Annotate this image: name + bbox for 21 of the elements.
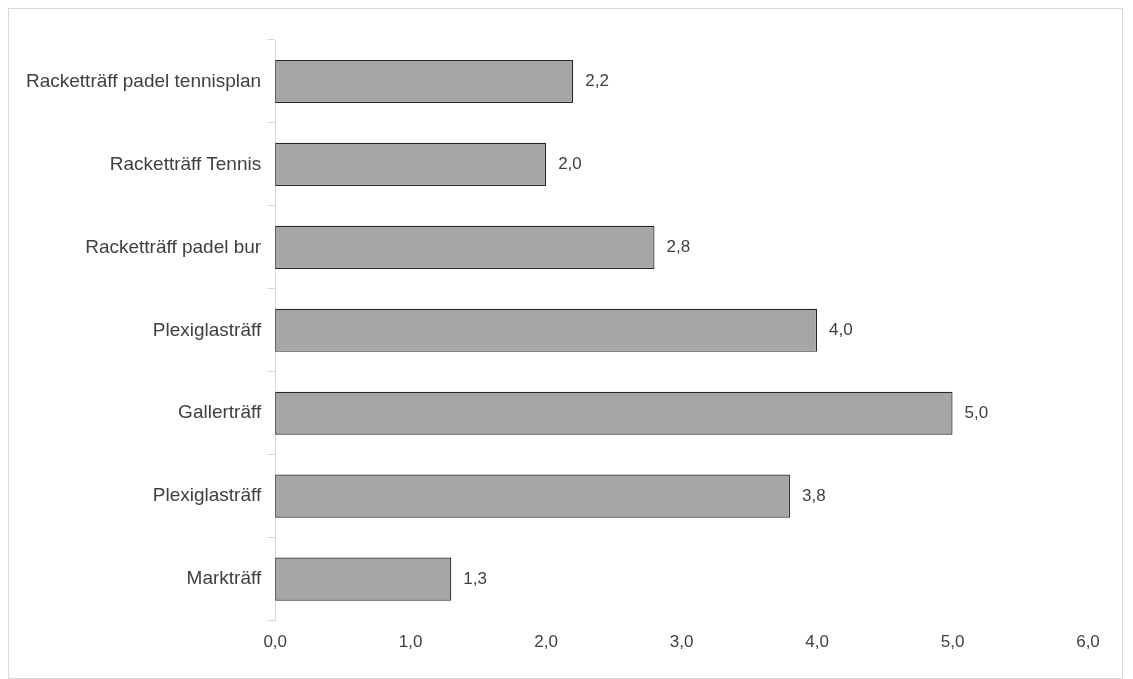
data-label: 1,3 [463,568,487,588]
y-tick-label: Plexiglasträff [152,318,262,340]
data-label: 3,8 [801,485,826,505]
y-tick-label: Plexiglasträff [152,484,262,506]
y-tick-label: Racketträff padel tennisplan [25,69,262,91]
data-label: 2,2 [585,71,609,91]
data-label: 4,0 [829,319,853,339]
y-tick-label: Racketträff padel bur [85,235,262,257]
data-label: 5,0 [964,402,989,422]
x-tick-label: 6,0 [1076,632,1100,652]
y-tick-label: Gallerträff [178,401,262,423]
x-tick-label: 3,0 [669,632,694,652]
y-tick-label: Racketträff Tennis [109,152,262,174]
x-tick-label: 2,0 [534,632,558,652]
x-tick-label: 5,0 [940,632,965,652]
data-label: 2,8 [666,237,691,257]
y-tick-label: Markträff [186,567,262,589]
x-tick-label: 4,0 [805,632,829,652]
data-label: 2,0 [558,154,582,174]
x-tick-label: 0,0 [263,632,288,652]
x-tick-label: 1,0 [398,632,423,652]
